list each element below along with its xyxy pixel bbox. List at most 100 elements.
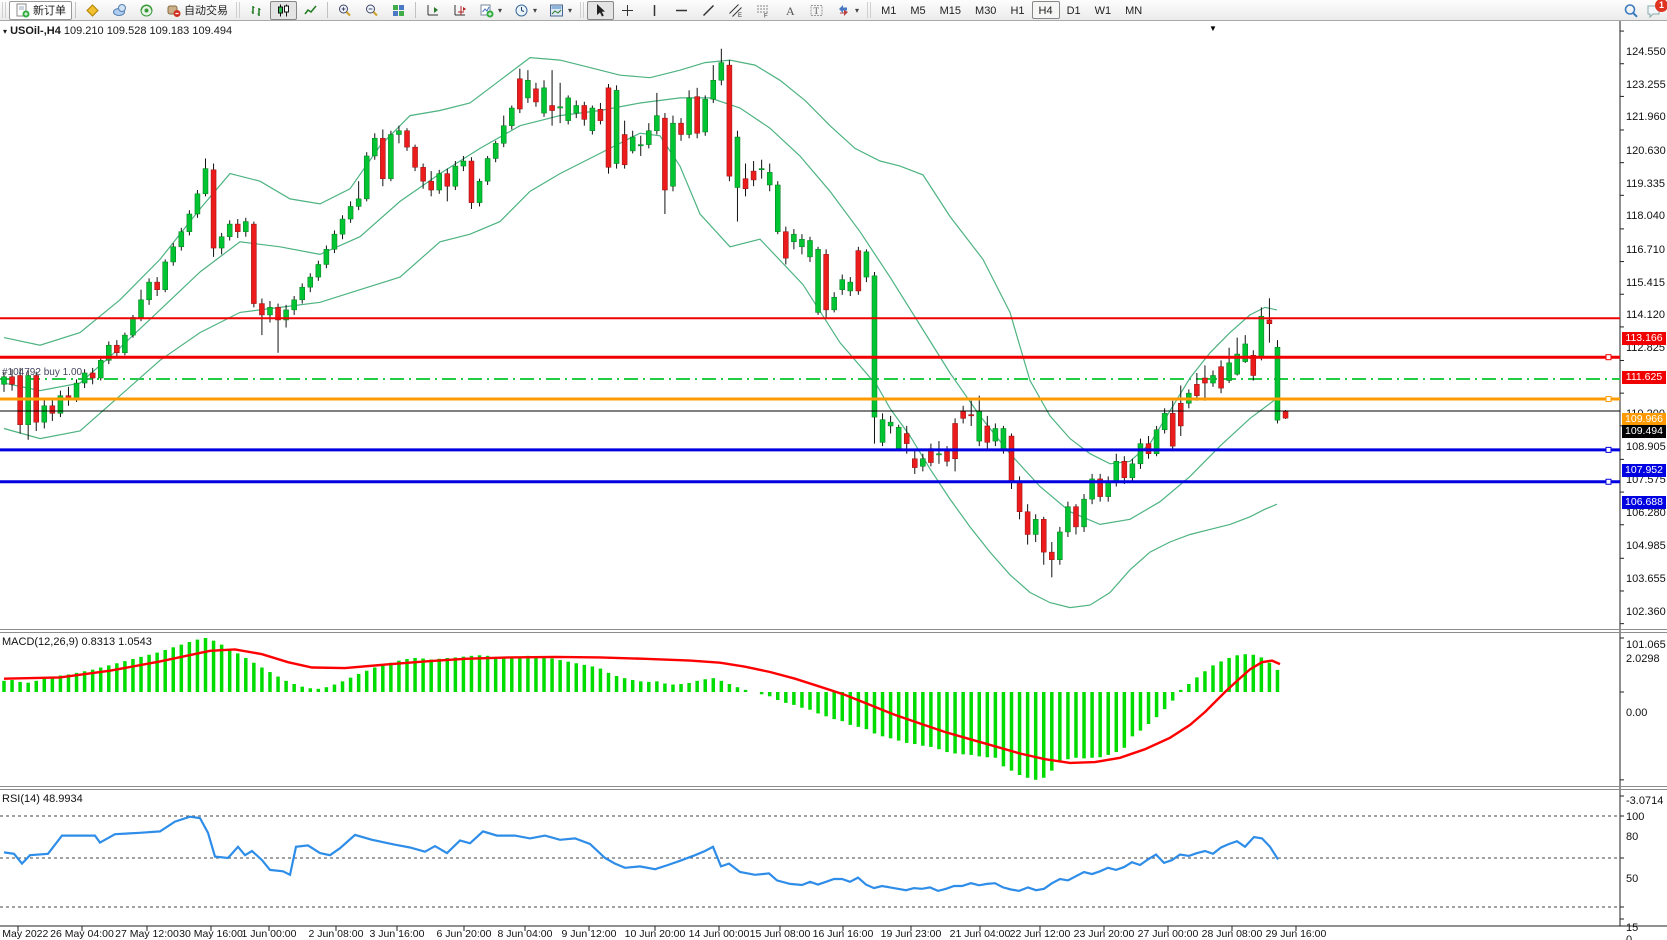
candle-body[interactable] [920,458,926,467]
candle-body[interactable] [984,425,991,443]
bollinger-middle-band[interactable] [3,97,1278,526]
candle-body[interactable] [1,376,7,385]
candle-body[interactable] [202,168,209,195]
candle-body[interactable] [1073,506,1079,528]
zoom-in-button[interactable] [331,1,358,20]
candle-body[interactable] [484,158,491,182]
timeframe-m1-button[interactable]: M1 [881,5,897,17]
timeframe-h4-button[interactable]: H4 [1031,1,1060,19]
timeframe-w1-button[interactable]: W1 [1094,5,1112,17]
candle-body[interactable] [646,130,652,145]
candle-body[interactable] [267,307,273,316]
candle-body[interactable] [218,236,225,249]
timeframe-m5-button[interactable]: M5 [910,5,926,17]
candle-body[interactable] [895,426,902,449]
candle-body[interactable] [1218,366,1224,389]
candle-body[interactable] [347,206,354,220]
candle-body[interactable] [146,281,152,301]
candle-body[interactable] [1032,519,1039,535]
price-chart-canvas[interactable] [0,21,1667,940]
chart-profiles-button[interactable] [79,1,106,20]
candle-body[interactable] [509,107,515,126]
candle-body[interactable] [823,254,829,311]
candle-body[interactable] [815,249,821,313]
candle-body[interactable] [106,344,112,361]
candle-body[interactable] [412,146,418,168]
market-watch-button[interactable] [106,1,133,20]
crosshair-tool-button[interactable] [614,1,641,20]
candle-body[interactable] [372,138,378,157]
candle-body[interactable] [234,223,241,232]
navigator-button[interactable] [133,1,160,20]
candle-body[interactable] [299,286,305,301]
candle-body[interactable] [758,168,765,171]
candle-body[interactable] [589,107,596,131]
candle-body[interactable] [936,453,942,456]
candle-body[interactable] [726,64,733,177]
autotrading-button[interactable]: 自动交易 [160,1,234,20]
candle-body[interactable] [750,170,757,181]
candle-body[interactable] [613,90,620,164]
candle-body[interactable] [89,372,96,379]
candle-body[interactable] [549,105,555,111]
candle-body[interactable] [581,105,588,120]
candle-body[interactable] [887,421,894,427]
candle-body[interactable] [178,231,185,248]
candle-body[interactable] [605,87,612,168]
candle-body[interactable] [557,106,563,109]
candle-body[interactable] [1226,362,1232,381]
timeframe-m30-button[interactable]: M30 [975,5,997,17]
candle-body[interactable] [154,281,160,290]
candle-body[interactable] [388,134,394,179]
candle-body[interactable] [1040,519,1047,553]
bollinger-lower-band[interactable] [3,132,1278,609]
candle-body[interactable] [912,458,918,468]
add-indicator-button[interactable]: ▾ [473,1,508,20]
candle-body[interactable] [363,155,370,200]
candlestick-chart-button[interactable] [270,0,297,20]
zoom-out-button[interactable] [358,1,385,20]
level-line-handle[interactable] [1605,396,1612,403]
candle-body[interactable] [533,88,539,103]
candle-body[interactable] [291,299,297,311]
candle-body[interactable] [460,160,467,167]
candle-body[interactable] [323,249,330,265]
candle-body[interactable] [1161,413,1168,430]
candle-body[interactable] [621,134,628,166]
candle-body[interactable] [1242,343,1248,362]
candle-body[interactable] [275,307,281,321]
candle-body[interactable] [1282,410,1289,419]
candle-body[interactable] [597,109,604,121]
trendline-tool-button[interactable] [695,1,722,20]
candle-body[interactable] [380,138,386,179]
candle-body[interactable] [420,167,426,182]
candle-body[interactable] [500,125,507,144]
templates-button[interactable]: ▾ [543,1,578,20]
level-line-handle[interactable] [1605,478,1612,485]
candle-body[interactable] [670,122,676,187]
level-line-handle[interactable] [1605,354,1612,361]
timeframe-m15-button[interactable]: M15 [939,5,962,17]
bollinger-upper-band[interactable] [3,56,1278,465]
toolbar-grip[interactable] [2,2,7,18]
candle-body[interactable] [1137,443,1144,465]
search-icon[interactable] [1623,3,1638,18]
candle-body[interactable] [1121,461,1128,478]
periods-button[interactable]: ▾ [508,1,543,20]
candle-body[interactable] [1202,377,1208,384]
candle-body[interactable] [97,360,104,379]
candle-body[interactable] [831,297,837,311]
macd-signal-line[interactable] [3,648,1281,765]
candle-body[interactable] [871,275,878,418]
candle-body[interactable] [573,105,580,114]
line-chart-button[interactable] [297,1,324,20]
candle-body[interactable] [1234,353,1240,375]
candle-body[interactable] [678,122,684,135]
candle-body[interactable] [41,405,48,423]
candle-body[interactable] [9,376,15,385]
candle-body[interactable] [1000,428,1007,451]
toolbar-grip[interactable] [580,2,586,18]
candle-body[interactable] [57,395,64,414]
candle-body[interactable] [1089,478,1095,500]
candle-body[interactable] [968,414,974,417]
